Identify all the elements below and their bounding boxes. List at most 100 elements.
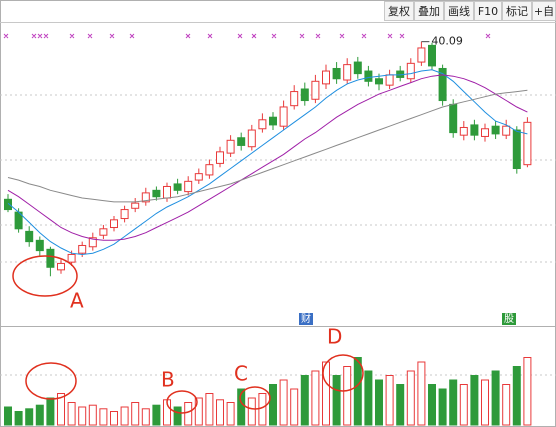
candle-body bbox=[35, 239, 44, 252]
candle-body bbox=[406, 62, 415, 80]
candle-body bbox=[205, 164, 214, 176]
volume-bar bbox=[364, 370, 373, 426]
candle-body bbox=[226, 139, 235, 154]
toolbar-button[interactable] bbox=[474, 1, 502, 21]
candle-body bbox=[173, 183, 182, 191]
candle-body bbox=[110, 219, 118, 229]
highlight-ellipse bbox=[25, 362, 77, 400]
candle-body bbox=[46, 248, 55, 268]
annotation-labels: A B C D bbox=[70, 289, 342, 392]
moving-average-line bbox=[7, 74, 528, 241]
signal-markers bbox=[3, 33, 491, 39]
volume-bar bbox=[141, 408, 150, 426]
candle-body bbox=[4, 198, 12, 211]
volume-bar bbox=[258, 393, 267, 426]
toolbar-button[interactable] bbox=[502, 1, 532, 21]
candle-body bbox=[385, 74, 394, 86]
candle-body bbox=[470, 124, 479, 136]
marker-icon bbox=[502, 313, 516, 325]
moving-average-line bbox=[7, 69, 528, 256]
toolbar-button[interactable] bbox=[414, 1, 444, 21]
candle-body bbox=[258, 119, 267, 130]
volume-bar bbox=[322, 361, 330, 426]
volume-bar bbox=[247, 397, 256, 426]
candle-body bbox=[322, 70, 330, 85]
volume-bar bbox=[385, 375, 394, 426]
candle-body bbox=[353, 61, 362, 75]
candle-body bbox=[67, 253, 76, 263]
volume-bar bbox=[417, 361, 426, 426]
toolbar-button-label[interactable]: 画线 bbox=[448, 4, 470, 18]
toolbar-button-label[interactable]: 叠加 bbox=[418, 5, 440, 18]
volume-bar bbox=[205, 393, 214, 426]
candle-body bbox=[364, 70, 373, 82]
volume-bar bbox=[57, 393, 65, 426]
candle-body bbox=[290, 91, 299, 107]
volume-bar bbox=[279, 379, 288, 426]
candle-body bbox=[216, 151, 224, 164]
candle-body bbox=[131, 202, 140, 209]
volume-bar bbox=[216, 399, 224, 426]
moving-average-line bbox=[7, 89, 528, 203]
highlight-ellipse bbox=[322, 354, 364, 392]
candle-body bbox=[481, 128, 489, 137]
volume-bar bbox=[226, 402, 235, 426]
volume-bar bbox=[396, 384, 405, 426]
volume-bar bbox=[152, 404, 161, 426]
volume-bar bbox=[502, 384, 511, 426]
toolbar-button[interactable] bbox=[444, 1, 474, 21]
volume-bar bbox=[449, 379, 458, 426]
candle-body bbox=[184, 180, 193, 193]
peak-label: 40.09 bbox=[431, 35, 463, 48]
candle-body bbox=[163, 185, 171, 199]
volume-bar bbox=[491, 370, 500, 426]
volume-bar bbox=[99, 408, 108, 426]
candle-body bbox=[141, 192, 150, 203]
volume-bar bbox=[428, 384, 436, 426]
candle-body bbox=[300, 88, 309, 102]
volume-bar bbox=[14, 411, 23, 426]
candle-body bbox=[375, 78, 383, 85]
volume-bar bbox=[300, 375, 309, 426]
toolbar-button-label[interactable]: F10 bbox=[478, 5, 498, 18]
candle-body bbox=[88, 237, 97, 248]
candle-body bbox=[502, 125, 511, 136]
volume-bar bbox=[459, 384, 468, 426]
volume-bar bbox=[375, 379, 383, 426]
toolbar-button-label[interactable]: 复权 bbox=[388, 4, 410, 18]
toolbar-button-label[interactable]: 标记 bbox=[506, 4, 528, 18]
candle-body bbox=[417, 47, 426, 63]
volume-bar bbox=[237, 388, 246, 426]
volume-bar bbox=[406, 370, 415, 426]
toolbar-button-label[interactable]: +自 bbox=[534, 5, 554, 18]
candle-body bbox=[194, 173, 203, 181]
annotation-label: A bbox=[70, 289, 84, 313]
highlight-ellipse bbox=[12, 255, 78, 297]
candle-body bbox=[78, 244, 87, 254]
candle-body bbox=[438, 67, 447, 102]
volume-bar bbox=[343, 366, 352, 426]
toolbar-button[interactable] bbox=[384, 1, 414, 21]
volume-bar bbox=[512, 366, 521, 426]
marker-text: 股 bbox=[504, 313, 514, 325]
volume-bar bbox=[269, 384, 277, 426]
volume-bar bbox=[88, 404, 97, 426]
candle-body bbox=[343, 64, 352, 81]
volume-bar bbox=[353, 357, 362, 426]
candle-body bbox=[247, 129, 256, 148]
marker-text: 财 bbox=[301, 312, 311, 325]
annotation-label: D bbox=[327, 325, 342, 349]
chart: 40.09 bbox=[4, 35, 532, 426]
volume-bar bbox=[332, 375, 341, 426]
candle-body bbox=[57, 262, 65, 271]
volume-bar bbox=[110, 411, 118, 426]
candle-body bbox=[311, 80, 320, 100]
volume-bar bbox=[311, 370, 320, 426]
volume-bar bbox=[120, 406, 129, 426]
candle-body bbox=[332, 67, 341, 80]
volume-bar bbox=[290, 388, 299, 426]
candle-body bbox=[99, 228, 108, 236]
volume-bar bbox=[35, 404, 44, 426]
